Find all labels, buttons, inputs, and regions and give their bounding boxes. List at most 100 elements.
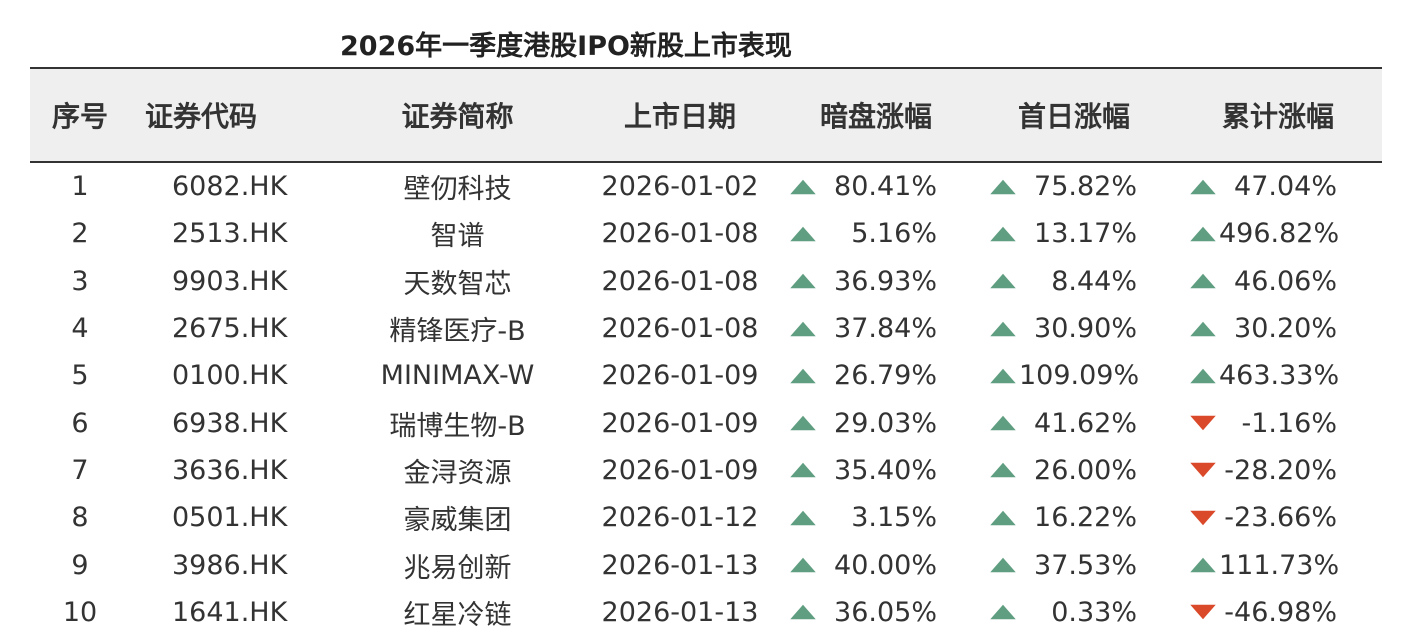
cell-date: 2026-01-12: [601, 502, 759, 534]
cell-first-day-gain: 16.22%: [950, 502, 1165, 533]
cell-name: 金浔资源: [403, 457, 512, 489]
dark-pool-gain-value: 36.93%: [834, 265, 937, 297]
cumulative-gain-value: -46.98%: [1224, 596, 1337, 628]
up-triangle-icon: [790, 321, 816, 336]
up-triangle-icon: [790, 226, 816, 242]
cell-name: 豪威集团: [403, 505, 512, 537]
cumulative-gain-value: 30.20%: [1234, 313, 1337, 345]
first-day-gain-value: 13.17%: [1034, 218, 1137, 250]
dark-pool-gain-value: 40.00%: [834, 549, 937, 581]
cell-name: 瑞博生物-B: [389, 410, 526, 442]
cell-cumulative-gain: -1.16%: [1165, 408, 1382, 439]
cell-no: 8: [71, 502, 89, 534]
table-title: 2026年一季度港股IPO新股上市表现: [340, 31, 792, 62]
cell-name: 天数智芯: [403, 268, 512, 300]
up-triangle-icon: [990, 463, 1016, 478]
up-triangle-icon: [990, 510, 1016, 525]
down-triangle-icon: [1190, 463, 1216, 478]
cell-date: 2026-01-09: [601, 360, 759, 392]
up-triangle-icon: [1190, 368, 1216, 384]
cell-code: 2513.HK: [172, 218, 288, 250]
cell-date: 2026-01-08: [601, 313, 759, 345]
cell-code: 3636.HK: [172, 454, 288, 486]
up-triangle-icon: [790, 368, 816, 384]
cell-date: 2026-01-13: [601, 549, 759, 581]
cell-first-day-gain: 37.53%: [950, 550, 1165, 581]
down-triangle-icon: [1190, 510, 1216, 525]
cell-cumulative-gain: -46.98%: [1165, 597, 1382, 628]
cell-dark-pool-gain: 40.00%: [780, 550, 950, 581]
table-row: 7 3636.HK 金浔资源 2026-01-09 35.40% 26.00% …: [30, 447, 1382, 494]
first-day-gain-value: 30.90%: [1034, 313, 1137, 345]
cell-cumulative-gain: -23.66%: [1165, 502, 1382, 533]
dark-pool-gain-value: 36.05%: [834, 596, 937, 628]
table-row: 6 6938.HK 瑞博生物-B 2026-01-09 29.03% 41.62…: [30, 399, 1382, 446]
cell-cumulative-gain: 47.04%: [1165, 171, 1382, 202]
cell-name: 兆易创新: [403, 552, 512, 584]
cumulative-gain-value: 111.73%: [1219, 549, 1340, 581]
cell-first-day-gain: 13.17%: [950, 218, 1165, 249]
cell-first-day-gain: 0.33%: [950, 597, 1165, 628]
table-row: 9 3986.HK 兆易创新 2026-01-13 40.00% 37.53% …: [30, 541, 1382, 588]
cell-cumulative-gain: 463.33%: [1165, 360, 1382, 391]
dark-pool-gain-value: 29.03%: [834, 407, 937, 439]
cell-date: 2026-01-02: [601, 171, 759, 203]
cell-dark-pool-gain: 3.15%: [780, 502, 950, 533]
cell-no: 5: [71, 360, 89, 392]
header-code: 证券代码: [145, 100, 258, 133]
up-triangle-icon: [990, 273, 1016, 289]
cell-dark-pool-gain: 80.41%: [780, 171, 950, 202]
table-row: 10 1641.HK 红星冷链 2026-01-13 36.05% 0.33% …: [30, 589, 1382, 636]
cell-name: 壁仞科技: [403, 174, 512, 206]
cell-date: 2026-01-08: [601, 218, 759, 250]
cell-first-day-gain: 75.82%: [950, 171, 1165, 202]
header-name: 证券简称: [401, 100, 514, 133]
up-triangle-icon: [990, 226, 1016, 242]
header-date: 上市日期: [623, 100, 736, 133]
cell-dark-pool-gain: 35.40%: [780, 455, 950, 486]
down-triangle-icon: [1190, 415, 1216, 431]
dark-pool-gain-value: 35.40%: [834, 454, 937, 486]
first-day-gain-value: 0.33%: [1051, 596, 1137, 628]
up-triangle-icon: [1190, 179, 1216, 194]
cell-no: 3: [71, 265, 89, 297]
cell-cumulative-gain: 111.73%: [1165, 550, 1382, 581]
cumulative-gain-value: -23.66%: [1224, 502, 1337, 534]
cell-name: 精锋医疗-B: [389, 316, 526, 348]
cell-date: 2026-01-09: [601, 407, 759, 439]
ipo-table: 序号 证券代码 证券简称 上市日期 暗盘涨幅 首日涨幅 累计涨幅 1 6082.…: [30, 67, 1382, 636]
up-triangle-icon: [990, 321, 1016, 336]
up-triangle-icon: [790, 273, 816, 289]
up-triangle-icon: [1190, 273, 1216, 289]
up-triangle-icon: [790, 463, 816, 478]
cumulative-gain-value: 496.82%: [1219, 218, 1340, 250]
first-day-gain-value: 26.00%: [1034, 454, 1137, 486]
dark-pool-gain-value: 5.16%: [851, 218, 937, 250]
cell-date: 2026-01-09: [601, 454, 759, 486]
up-triangle-icon: [1190, 321, 1216, 336]
cell-code: 9903.HK: [172, 265, 288, 297]
cell-cumulative-gain: -28.20%: [1165, 455, 1382, 486]
cell-first-day-gain: 109.09%: [950, 360, 1165, 391]
cell-no: 7: [71, 454, 89, 486]
first-day-gain-value: 75.82%: [1034, 171, 1137, 203]
cell-dark-pool-gain: 29.03%: [780, 408, 950, 439]
up-triangle-icon: [990, 605, 1016, 620]
cell-code: 0100.HK: [172, 360, 288, 392]
cell-name: 智谱: [430, 221, 485, 253]
up-triangle-icon: [990, 415, 1016, 431]
header-dark-pool-gain: 暗盘涨幅: [820, 100, 933, 133]
cell-first-day-gain: 8.44%: [950, 266, 1165, 297]
cell-date: 2026-01-08: [601, 265, 759, 297]
cumulative-gain-value: 47.04%: [1234, 171, 1337, 203]
cell-code: 3986.HK: [172, 549, 288, 581]
cell-no: 10: [62, 596, 98, 628]
dark-pool-gain-value: 80.41%: [834, 171, 937, 203]
cumulative-gain-value: 46.06%: [1234, 265, 1337, 297]
cell-cumulative-gain: 30.20%: [1165, 313, 1382, 344]
table-header: 序号 证券代码 证券简称 上市日期 暗盘涨幅 首日涨幅 累计涨幅: [30, 67, 1382, 163]
table-row: 5 0100.HK MINIMAX-W 2026-01-09 26.79% 10…: [30, 352, 1382, 399]
cumulative-gain-value: -28.20%: [1224, 454, 1337, 486]
first-day-gain-value: 37.53%: [1034, 549, 1137, 581]
up-triangle-icon: [1190, 557, 1216, 573]
